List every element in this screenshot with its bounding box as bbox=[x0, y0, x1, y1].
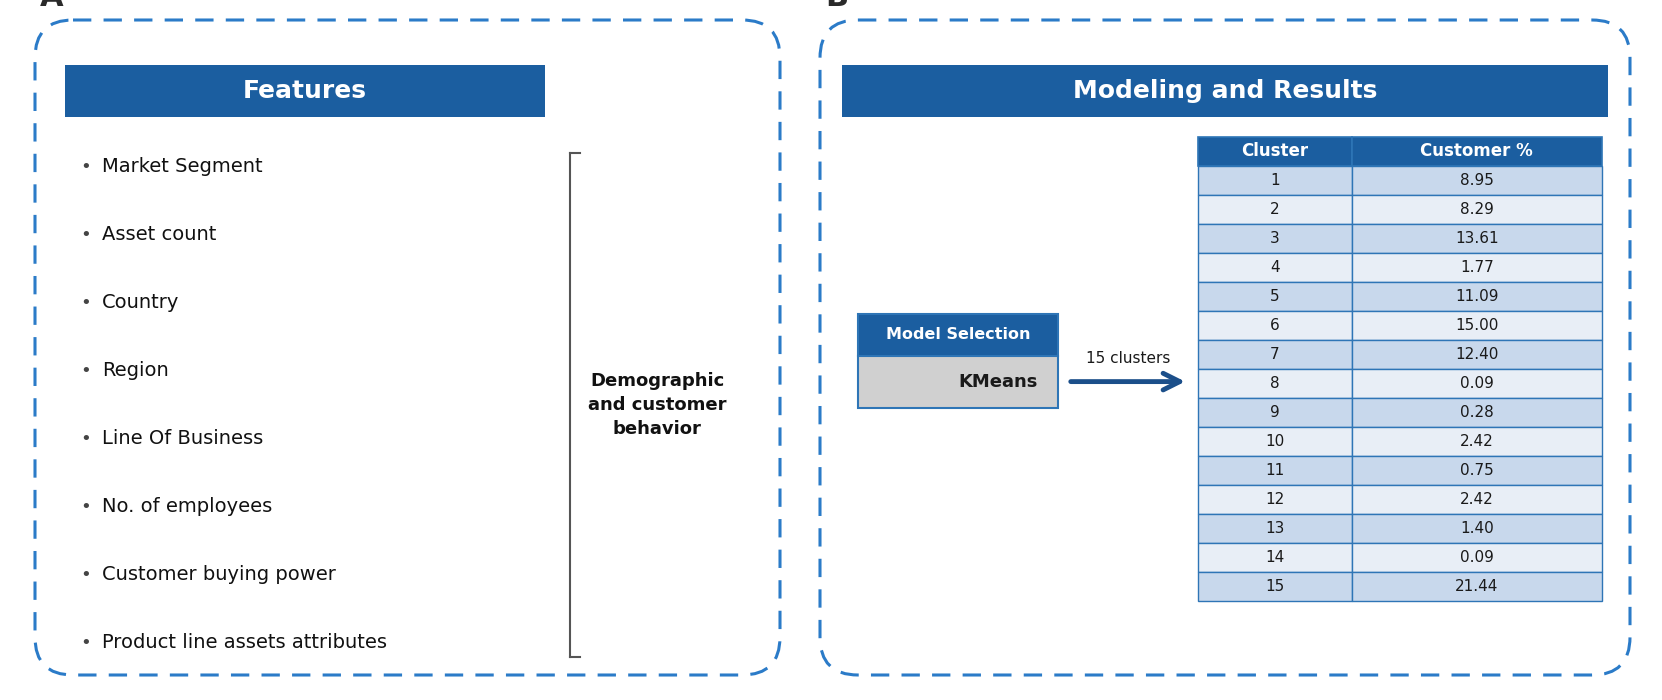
FancyBboxPatch shape bbox=[1198, 195, 1351, 224]
Text: 5: 5 bbox=[1270, 289, 1280, 304]
Text: 2.42: 2.42 bbox=[1459, 434, 1494, 449]
FancyBboxPatch shape bbox=[1351, 572, 1602, 601]
FancyBboxPatch shape bbox=[65, 65, 545, 117]
FancyBboxPatch shape bbox=[35, 20, 779, 675]
Text: 0.09: 0.09 bbox=[1459, 376, 1494, 391]
FancyBboxPatch shape bbox=[1351, 543, 1602, 572]
FancyBboxPatch shape bbox=[1351, 224, 1602, 253]
Text: •: • bbox=[80, 158, 91, 176]
Text: Model Selection: Model Selection bbox=[886, 327, 1030, 342]
FancyBboxPatch shape bbox=[1351, 456, 1602, 485]
FancyBboxPatch shape bbox=[843, 65, 1609, 117]
Text: 9: 9 bbox=[1270, 405, 1280, 420]
FancyBboxPatch shape bbox=[1351, 311, 1602, 340]
Text: 21.44: 21.44 bbox=[1454, 579, 1499, 594]
Text: 12.40: 12.40 bbox=[1454, 347, 1499, 362]
Text: 15 clusters: 15 clusters bbox=[1085, 351, 1170, 365]
FancyBboxPatch shape bbox=[1198, 456, 1351, 485]
Text: Modeling and Results: Modeling and Results bbox=[1072, 79, 1378, 103]
Text: Features: Features bbox=[243, 79, 367, 103]
Text: Demographic
and customer
behavior: Demographic and customer behavior bbox=[588, 372, 726, 438]
FancyBboxPatch shape bbox=[1198, 514, 1351, 543]
Text: 13.61: 13.61 bbox=[1454, 231, 1499, 246]
Text: Region: Region bbox=[101, 361, 170, 381]
Text: 12: 12 bbox=[1265, 492, 1285, 507]
FancyBboxPatch shape bbox=[1198, 340, 1351, 369]
Text: •: • bbox=[80, 430, 91, 448]
Text: Product line assets attributes: Product line assets attributes bbox=[101, 634, 387, 652]
Text: No. of employees: No. of employees bbox=[101, 498, 273, 517]
FancyBboxPatch shape bbox=[1351, 485, 1602, 514]
FancyBboxPatch shape bbox=[1351, 427, 1602, 456]
Text: A: A bbox=[40, 0, 63, 12]
Text: B: B bbox=[824, 0, 848, 12]
Text: Country: Country bbox=[101, 293, 179, 312]
FancyBboxPatch shape bbox=[1351, 282, 1602, 311]
Text: •: • bbox=[80, 566, 91, 584]
FancyBboxPatch shape bbox=[1198, 369, 1351, 398]
Text: •: • bbox=[80, 498, 91, 516]
FancyBboxPatch shape bbox=[1198, 166, 1351, 195]
Text: Customer buying power: Customer buying power bbox=[101, 566, 336, 584]
FancyBboxPatch shape bbox=[1198, 543, 1351, 572]
Text: 0.28: 0.28 bbox=[1459, 405, 1494, 420]
Text: 10: 10 bbox=[1265, 434, 1285, 449]
FancyBboxPatch shape bbox=[1198, 398, 1351, 427]
FancyBboxPatch shape bbox=[1351, 369, 1602, 398]
FancyBboxPatch shape bbox=[1198, 224, 1351, 253]
Text: 8: 8 bbox=[1270, 376, 1280, 391]
Text: Asset count: Asset count bbox=[101, 225, 216, 244]
FancyBboxPatch shape bbox=[1198, 427, 1351, 456]
Text: 3: 3 bbox=[1270, 231, 1280, 246]
Text: 7: 7 bbox=[1270, 347, 1280, 362]
Text: •: • bbox=[80, 226, 91, 244]
FancyBboxPatch shape bbox=[858, 356, 1059, 407]
FancyBboxPatch shape bbox=[1351, 398, 1602, 427]
Text: Cluster: Cluster bbox=[1242, 143, 1308, 160]
Text: •: • bbox=[80, 362, 91, 380]
FancyBboxPatch shape bbox=[1198, 137, 1351, 166]
Text: 11: 11 bbox=[1265, 463, 1285, 478]
Text: 1: 1 bbox=[1270, 173, 1280, 188]
Text: 1.40: 1.40 bbox=[1459, 521, 1494, 536]
FancyBboxPatch shape bbox=[1198, 572, 1351, 601]
Text: 13: 13 bbox=[1265, 521, 1285, 536]
Text: 14: 14 bbox=[1265, 550, 1285, 565]
Text: 6: 6 bbox=[1270, 318, 1280, 333]
Text: •: • bbox=[80, 294, 91, 312]
Text: 2: 2 bbox=[1270, 202, 1280, 217]
Text: 0.09: 0.09 bbox=[1459, 550, 1494, 565]
Text: 15: 15 bbox=[1265, 579, 1285, 594]
FancyBboxPatch shape bbox=[819, 20, 1630, 675]
Text: 8.95: 8.95 bbox=[1459, 173, 1494, 188]
FancyBboxPatch shape bbox=[1351, 340, 1602, 369]
FancyBboxPatch shape bbox=[1198, 282, 1351, 311]
FancyBboxPatch shape bbox=[1351, 166, 1602, 195]
Text: Line Of Business: Line Of Business bbox=[101, 430, 263, 449]
Text: 4: 4 bbox=[1270, 260, 1280, 275]
FancyBboxPatch shape bbox=[1351, 137, 1602, 166]
FancyBboxPatch shape bbox=[1198, 311, 1351, 340]
FancyBboxPatch shape bbox=[1198, 253, 1351, 282]
Text: 1.77: 1.77 bbox=[1459, 260, 1494, 275]
Text: 8.29: 8.29 bbox=[1459, 202, 1494, 217]
Text: 2.42: 2.42 bbox=[1459, 492, 1494, 507]
Text: Customer %: Customer % bbox=[1421, 143, 1532, 160]
Text: 0.75: 0.75 bbox=[1459, 463, 1494, 478]
FancyBboxPatch shape bbox=[858, 314, 1059, 356]
FancyBboxPatch shape bbox=[1351, 253, 1602, 282]
FancyBboxPatch shape bbox=[1351, 195, 1602, 224]
FancyBboxPatch shape bbox=[1351, 514, 1602, 543]
Text: Market Segment: Market Segment bbox=[101, 158, 263, 176]
FancyBboxPatch shape bbox=[1198, 485, 1351, 514]
Text: 11.09: 11.09 bbox=[1454, 289, 1499, 304]
Text: •: • bbox=[80, 634, 91, 652]
Text: KMeans: KMeans bbox=[957, 372, 1037, 391]
Text: 15.00: 15.00 bbox=[1454, 318, 1499, 333]
